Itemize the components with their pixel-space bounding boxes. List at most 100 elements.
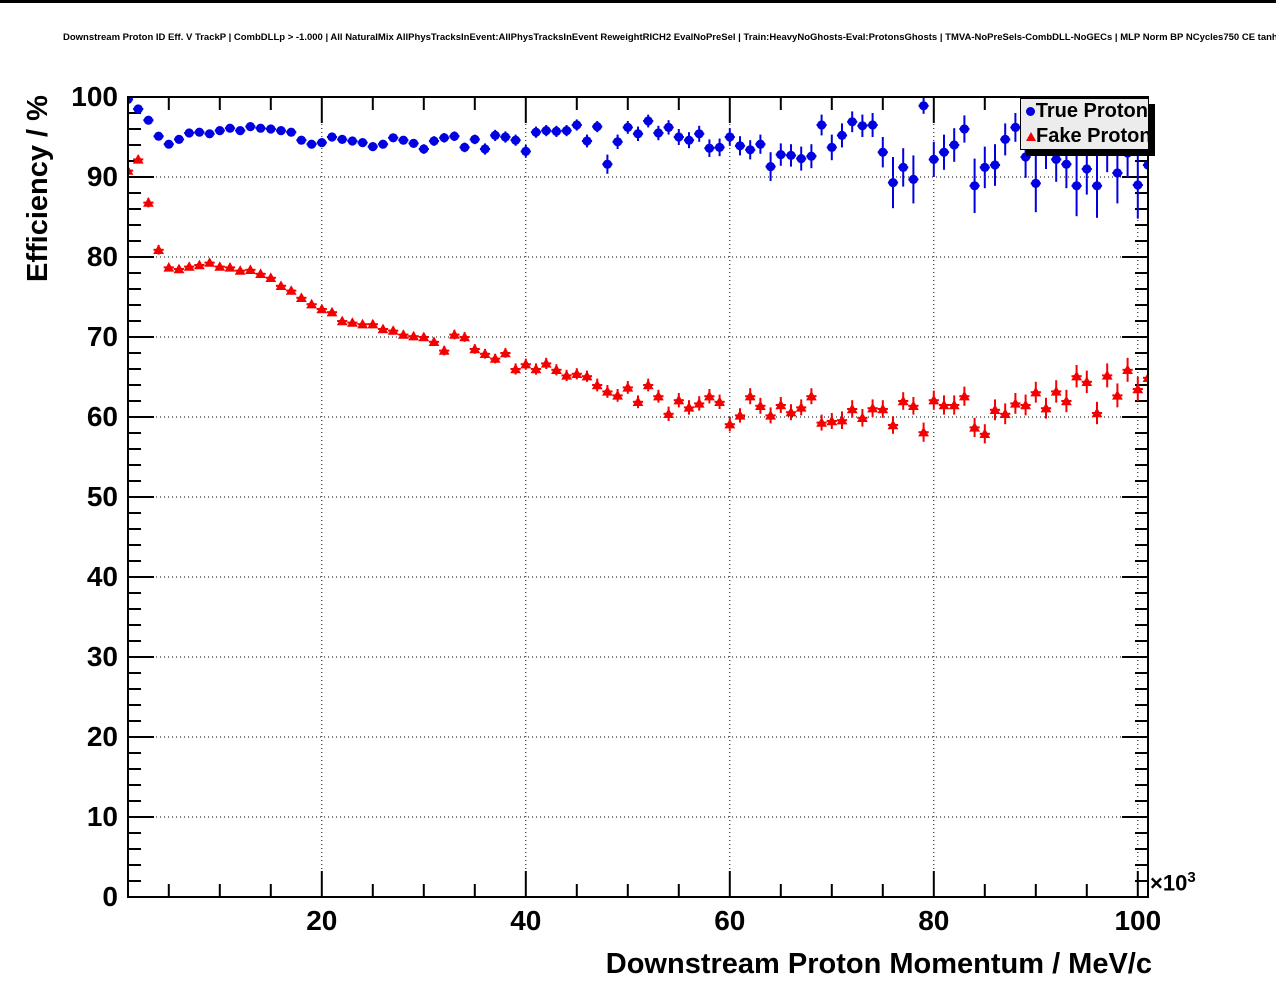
data-point xyxy=(204,257,215,267)
data-point xyxy=(928,394,940,405)
data-point xyxy=(510,135,521,145)
data-point xyxy=(184,128,194,138)
data-point xyxy=(806,390,817,401)
data-point xyxy=(949,140,959,150)
data-point xyxy=(1091,407,1103,418)
data-point xyxy=(1061,395,1072,406)
data-point xyxy=(704,143,715,153)
canvas-top-border xyxy=(0,0,1276,3)
y-tick-label: 60 xyxy=(86,401,118,432)
data-point xyxy=(868,120,878,130)
data-point xyxy=(724,418,736,429)
data-point xyxy=(358,138,368,148)
data-point xyxy=(490,130,500,140)
y-axis-title: Efficiency / % xyxy=(22,95,54,282)
data-point xyxy=(623,122,633,132)
data-point xyxy=(919,101,929,111)
legend-entry-label: Fake Proton xyxy=(1036,125,1152,147)
data-point xyxy=(1112,390,1123,400)
data-point xyxy=(622,382,634,392)
data-point xyxy=(419,144,429,154)
data-point xyxy=(398,135,408,145)
data-point xyxy=(1031,178,1041,188)
data-point xyxy=(766,162,776,172)
gridlines xyxy=(128,96,1148,897)
data-point xyxy=(521,146,531,156)
data-point xyxy=(1051,154,1061,164)
data-point xyxy=(1071,370,1082,381)
data-point xyxy=(715,142,725,152)
data-point xyxy=(582,136,592,146)
data-point xyxy=(693,398,705,408)
data-point xyxy=(449,131,459,141)
data-point xyxy=(562,126,572,136)
data-point xyxy=(887,419,899,430)
data-point xyxy=(694,129,704,139)
data-point xyxy=(674,132,684,142)
legend-box: True Proton Fake Proton xyxy=(1020,98,1152,150)
data-point xyxy=(520,358,532,369)
data-point xyxy=(613,137,623,147)
data-point xyxy=(377,323,389,334)
data-point xyxy=(541,126,551,136)
data-point xyxy=(214,261,226,271)
y-tick-label: 10 xyxy=(86,801,118,832)
data-point xyxy=(643,116,653,126)
data-point xyxy=(959,390,970,401)
data-point xyxy=(224,262,236,272)
data-point xyxy=(183,261,195,271)
data-point xyxy=(561,370,572,380)
data-point xyxy=(969,422,980,432)
y-tick-label: 90 xyxy=(86,161,118,192)
data-point xyxy=(572,120,582,130)
data-point xyxy=(663,408,674,418)
data-point xyxy=(775,399,787,410)
data-point xyxy=(795,402,807,412)
x-axis-multiplier: ×103 xyxy=(1150,869,1196,896)
data-point xyxy=(317,138,327,148)
data-point xyxy=(714,396,725,406)
legend-entry: Fake Proton xyxy=(1021,124,1152,149)
data-point xyxy=(1020,399,1031,410)
data-point xyxy=(163,262,175,272)
y-tick-label: 20 xyxy=(86,721,118,752)
data-point xyxy=(276,126,286,136)
data-point xyxy=(1010,122,1021,132)
data-point xyxy=(592,122,602,132)
data-point xyxy=(245,264,256,274)
data-point xyxy=(255,268,266,278)
data-point xyxy=(479,348,491,358)
data-point xyxy=(755,139,766,149)
data-point xyxy=(989,404,1001,414)
data-point xyxy=(1030,386,1042,397)
data-point xyxy=(591,379,603,390)
data-point xyxy=(980,162,990,172)
data-point xyxy=(867,402,878,413)
data-point xyxy=(939,147,949,157)
data-point xyxy=(194,127,204,137)
x-tick-label: 80 xyxy=(918,905,950,936)
data-point xyxy=(286,127,296,137)
data-point xyxy=(938,399,950,410)
data-point xyxy=(510,363,521,374)
data-point xyxy=(571,368,583,378)
data-point xyxy=(990,160,1000,170)
data-point xyxy=(744,390,756,401)
data-point xyxy=(1021,152,1031,162)
data-point xyxy=(1143,160,1148,170)
x-tick-label: 40 xyxy=(510,905,542,936)
series-fake-proton xyxy=(128,154,1148,444)
data-point xyxy=(337,134,347,144)
data-point xyxy=(816,417,827,427)
y-tick-label: 80 xyxy=(86,241,118,272)
data-point xyxy=(1050,386,1062,396)
data-point xyxy=(959,124,970,134)
data-point xyxy=(143,197,154,207)
data-point xyxy=(765,410,776,420)
data-point xyxy=(725,132,735,142)
data-point xyxy=(234,265,246,275)
data-point xyxy=(418,331,430,342)
data-point xyxy=(704,390,715,401)
data-point xyxy=(796,154,806,164)
data-point xyxy=(316,303,328,314)
